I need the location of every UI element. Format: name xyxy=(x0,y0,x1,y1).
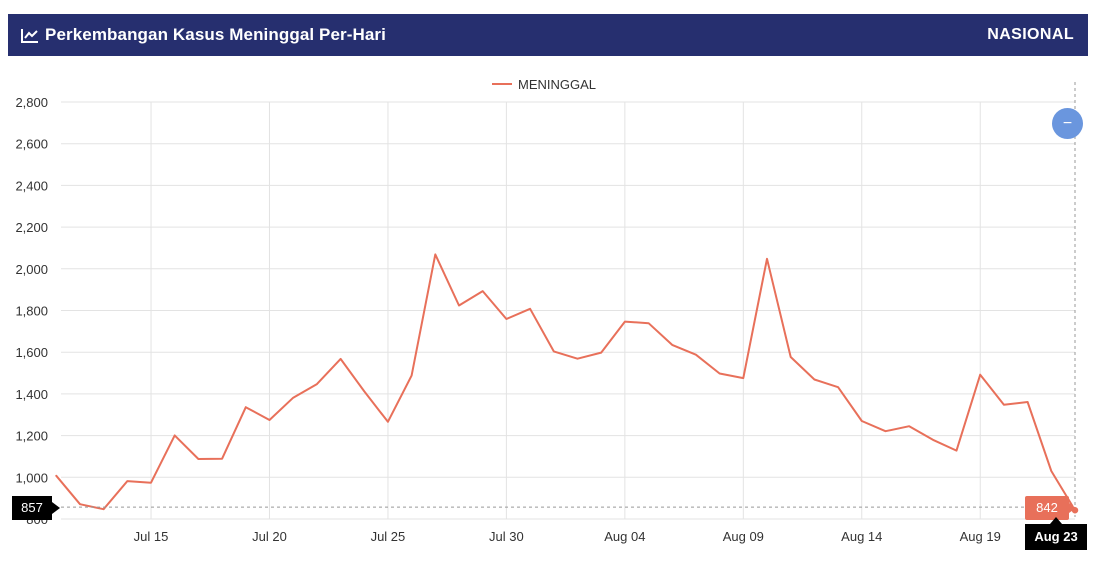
data-point xyxy=(528,306,533,311)
data-point xyxy=(314,382,319,387)
y-tick-label: 2,800 xyxy=(15,95,48,110)
crosshair-y-label: 857 xyxy=(12,496,60,520)
data-point xyxy=(338,356,343,361)
data-point xyxy=(433,252,438,257)
y-tick-label: 1,200 xyxy=(15,429,48,444)
data-point xyxy=(788,354,793,359)
data-point xyxy=(693,352,698,357)
series-line-meninggal xyxy=(55,253,1076,512)
x-tick-label: Aug 04 xyxy=(604,529,645,544)
y-tick-label: 1,400 xyxy=(15,387,48,402)
x-tick-label: Aug 09 xyxy=(723,529,764,544)
chart-header: Perkembangan Kasus Meninggal Per-Hari NA… xyxy=(8,14,1088,56)
data-point xyxy=(930,437,935,442)
data-point xyxy=(125,479,130,484)
data-point xyxy=(1001,402,1006,407)
legend-layer: MENINGGAL xyxy=(492,77,596,92)
data-point xyxy=(54,473,59,478)
data-point xyxy=(622,319,627,324)
data-point xyxy=(409,373,414,378)
data-point xyxy=(1049,469,1054,474)
data-point xyxy=(670,342,675,347)
data-point xyxy=(291,395,296,400)
x-tick-label: Jul 15 xyxy=(134,529,169,544)
data-point xyxy=(504,317,509,322)
y-tick-label: 1,600 xyxy=(15,345,48,360)
data-point xyxy=(362,389,367,394)
crosshair-x-label: Aug 23 xyxy=(1025,517,1087,550)
data-point xyxy=(196,456,201,461)
zoom-out-button[interactable]: − xyxy=(1052,108,1083,139)
legend-label-meninggal: MENINGGAL xyxy=(518,77,596,92)
deaths-line-chart: 8001,0001,2001,4001,6001,8002,0002,2002,… xyxy=(15,77,1080,544)
data-point xyxy=(385,419,390,424)
scope-label[interactable]: NASIONAL xyxy=(987,26,1074,43)
y-tick-label: 1,800 xyxy=(15,304,48,319)
data-point xyxy=(883,429,888,434)
series-layer xyxy=(54,82,1080,519)
data-point xyxy=(954,448,959,453)
data-point xyxy=(457,303,462,308)
y-tick-label: 2,600 xyxy=(15,137,48,152)
data-point xyxy=(172,433,177,438)
y-tick-label: 2,200 xyxy=(15,220,48,235)
page-title: Perkembangan Kasus Meninggal Per-Hari xyxy=(45,25,386,44)
data-point xyxy=(575,356,580,361)
data-point xyxy=(1025,400,1030,405)
y-tick-label: 2,400 xyxy=(15,178,48,193)
x-tick-label: Aug 14 xyxy=(841,529,882,544)
data-point xyxy=(220,456,225,461)
data-point xyxy=(267,417,272,422)
minus-icon: − xyxy=(1062,114,1073,132)
y-tick-label: 1,000 xyxy=(15,470,48,485)
data-point xyxy=(907,424,912,429)
data-point xyxy=(717,371,722,376)
x-tick-label: Jul 30 xyxy=(489,529,524,544)
data-point xyxy=(836,385,841,390)
data-point xyxy=(243,405,248,410)
line-chart-icon xyxy=(21,28,38,43)
x-tick-label: Jul 25 xyxy=(371,529,406,544)
data-point xyxy=(812,377,817,382)
data-point xyxy=(480,289,485,294)
data-point xyxy=(149,480,154,485)
data-point xyxy=(77,502,82,507)
axis-layer: 8001,0001,2001,4001,6001,8002,0002,2002,… xyxy=(15,95,1000,544)
grid-layer xyxy=(61,101,1075,520)
crosshair-value-label: 842 xyxy=(1025,496,1076,520)
x-tick-label: Aug 19 xyxy=(960,529,1001,544)
x-tick-label: Jul 20 xyxy=(252,529,287,544)
data-point xyxy=(599,350,604,355)
data-point xyxy=(646,321,651,326)
data-point xyxy=(859,419,864,424)
data-point xyxy=(741,376,746,381)
data-point xyxy=(551,349,556,354)
y-tick-label: 2,000 xyxy=(15,262,48,277)
data-point xyxy=(765,256,770,261)
data-point xyxy=(978,372,983,377)
header-title-group: Perkembangan Kasus Meninggal Per-Hari xyxy=(21,14,386,56)
